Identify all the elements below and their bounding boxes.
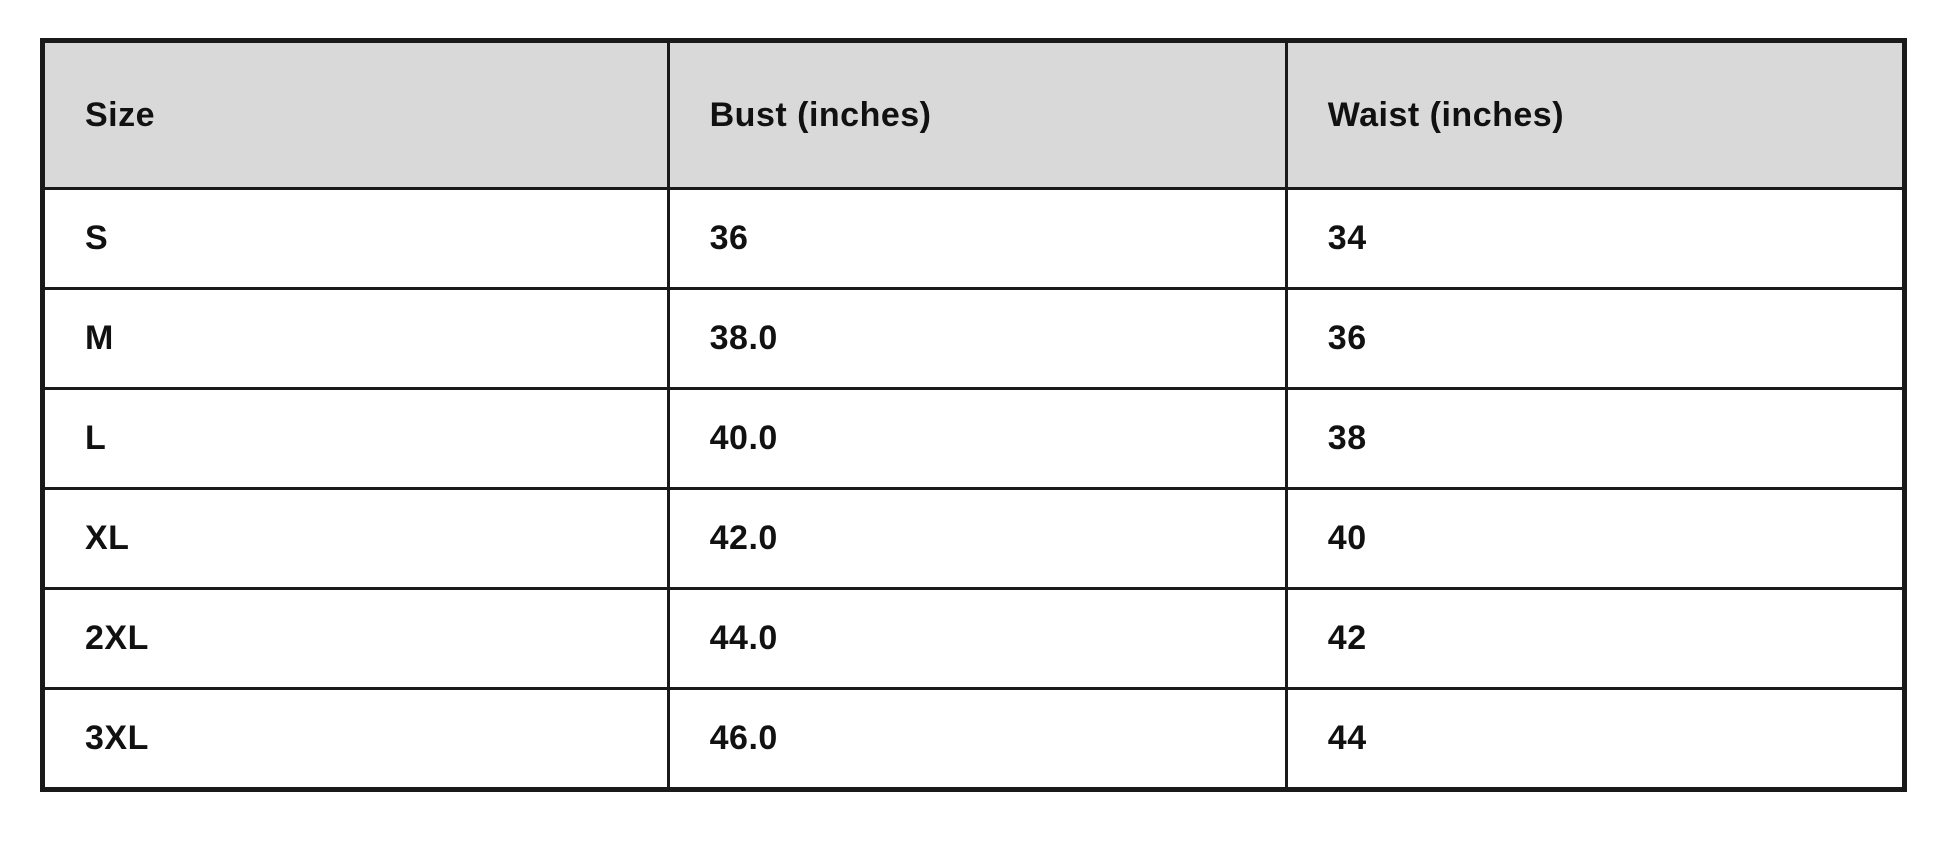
table-cell: 38.0: [666, 287, 1288, 390]
size-chart-table: Size Bust (inches) Waist (inches) S 36 34 M 38…: [40, 38, 1907, 792]
table-row: M 38.0 36: [41, 287, 1907, 390]
table-cell: 42: [1284, 587, 1907, 690]
table-cell: 44.0: [666, 587, 1288, 690]
table-cell: 3XL: [41, 687, 670, 791]
column-header: Waist (inches): [1284, 39, 1907, 190]
table-cell: 40.0: [666, 387, 1288, 490]
column-header: Bust (inches): [666, 39, 1288, 190]
table-row: XL 42.0 40: [41, 487, 1907, 590]
table-row: S 36 34: [41, 187, 1907, 290]
table-cell: 42.0: [666, 487, 1288, 590]
table-cell: XL: [41, 487, 670, 590]
table-body: S 36 34 M 38.0 36 L 40.0 38 XL 42.0 40 2XL 44.0 42 3XL 4…: [41, 187, 1907, 791]
table-cell: 34: [1284, 187, 1907, 290]
table-cell: L: [41, 387, 670, 490]
table-cell: 36: [1284, 287, 1907, 390]
table-cell: M: [41, 287, 670, 390]
table-row: 2XL 44.0 42: [41, 587, 1907, 690]
table-cell: 38: [1284, 387, 1907, 490]
column-header: Size: [41, 39, 670, 190]
table-row: L 40.0 38: [41, 387, 1907, 490]
table-cell: 40: [1284, 487, 1907, 590]
table-cell: 36: [666, 187, 1288, 290]
table-cell: 44: [1284, 687, 1907, 791]
header-row: Size Bust (inches) Waist (inches): [41, 39, 1907, 190]
table-cell: S: [41, 187, 670, 290]
table-cell: 2XL: [41, 587, 670, 690]
table-row: 3XL 46.0 44: [41, 687, 1907, 791]
table-cell: 46.0: [666, 687, 1288, 791]
